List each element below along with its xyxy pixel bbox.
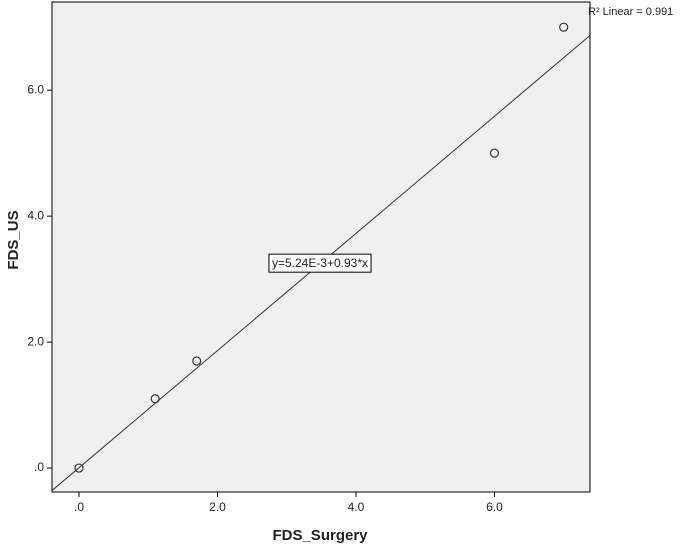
y-tick-label: 4.0 <box>27 208 44 222</box>
y-axis-title: FDS_US <box>5 210 22 269</box>
x-tick-label: 4.0 <box>348 500 365 514</box>
plot-area <box>52 2 590 492</box>
point <box>74 463 84 473</box>
x-tick-label: 2.0 <box>209 500 226 514</box>
y-tick-label: .0 <box>34 460 44 474</box>
equation-label: y=5.24E-3+0.93*x <box>272 256 368 270</box>
y-tick-label: 6.0 <box>27 82 44 96</box>
point <box>559 22 569 32</box>
y-tick-label: 2.0 <box>27 334 44 348</box>
x-tick-label: .0 <box>74 500 84 514</box>
equation-box <box>268 253 372 273</box>
point <box>489 148 500 158</box>
r2-label: R² Linear = 0.991 <box>588 6 673 18</box>
point <box>192 356 202 366</box>
plot-frame <box>51 1 591 493</box>
x-tick-label: 6.0 <box>486 500 503 514</box>
x-axis-title: FDS_Surgery <box>272 527 368 544</box>
point <box>150 394 160 404</box>
